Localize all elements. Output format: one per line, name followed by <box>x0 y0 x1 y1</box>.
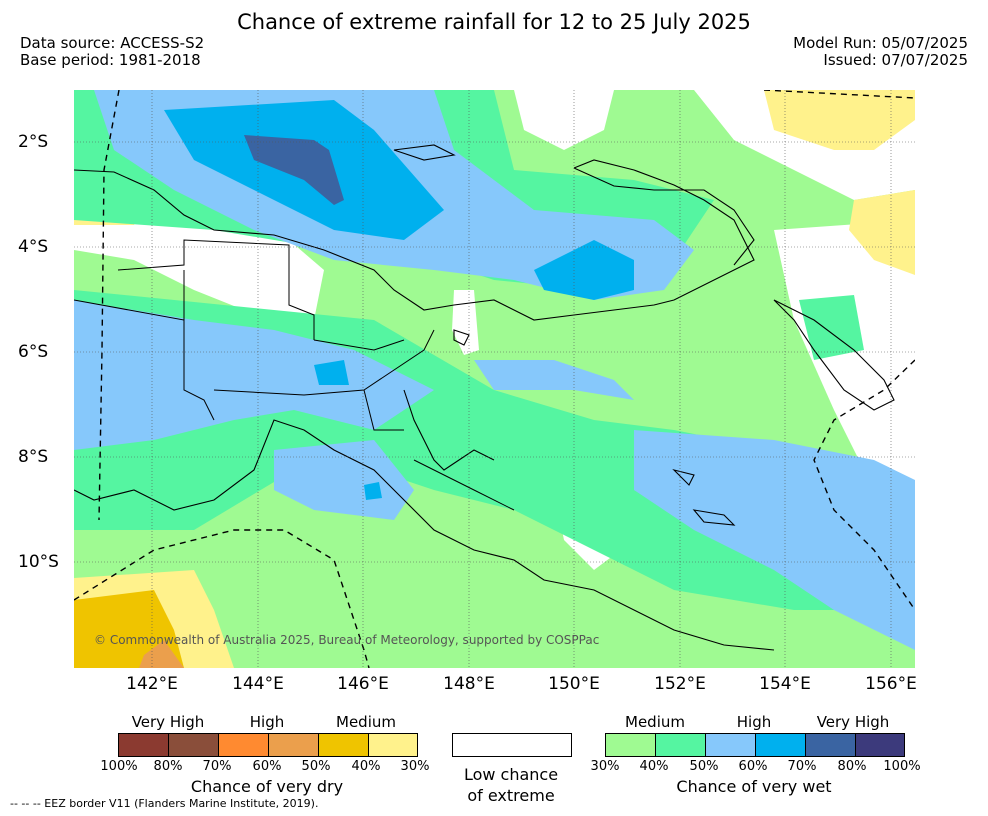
low-chance-area <box>452 290 479 355</box>
dry-30-40 <box>849 190 915 275</box>
wet-60-70 <box>314 360 349 385</box>
provincial-borders <box>74 239 515 511</box>
wet-colorbar <box>605 733 905 757</box>
wet-50-60 <box>274 440 414 520</box>
lon-tick: 148°E <box>443 674 495 694</box>
dry-swatch <box>269 734 319 756</box>
eez-border <box>74 90 915 668</box>
dry-pct: 40% <box>351 759 381 774</box>
lon-tick: 154°E <box>759 674 811 694</box>
wet-40-50 <box>799 295 864 360</box>
dry-level-medium: Medium <box>336 713 396 731</box>
wet-50-60 <box>634 430 915 650</box>
dry-50-60 <box>139 640 184 668</box>
dry-pct: 80% <box>153 759 183 774</box>
dry-colorbar <box>118 733 418 757</box>
wet-pct: 100% <box>883 759 921 774</box>
wet-swatch <box>706 734 756 756</box>
dry-level-very-high: Very High <box>131 713 205 731</box>
dry-caption: Chance of very dry <box>190 777 344 796</box>
wet-level-medium: Medium <box>625 713 685 731</box>
wet-swatch <box>856 734 904 756</box>
wet-swatch <box>606 734 656 756</box>
graticule <box>74 90 915 668</box>
wet-pct: 50% <box>689 759 719 774</box>
base-period: Base period: 1981-2018 <box>20 51 201 69</box>
lon-tick: 156°E <box>865 674 917 694</box>
data-info: Data source: ACCESS-S2 Base period: 1981… <box>20 35 204 69</box>
low-chance-caption-line1: Low chance <box>463 765 559 784</box>
dry-swatch <box>319 734 369 756</box>
rainfall-map <box>74 90 915 668</box>
lon-tick: 146°E <box>337 674 389 694</box>
dry-swatch <box>119 734 169 756</box>
wet-caption: Chance of very wet <box>676 777 832 796</box>
dry-pct: 70% <box>202 759 232 774</box>
dry-pct: 100% <box>100 759 138 774</box>
wet-swatch <box>806 734 856 756</box>
dry-30-40 <box>764 90 915 150</box>
lat-tick: 8°S <box>18 447 49 467</box>
eez-footnote: -- -- -- EEZ border V11 (Flanders Marine… <box>10 797 319 810</box>
coastline <box>74 144 895 651</box>
wet-pct: 80% <box>837 759 867 774</box>
wet-swatch <box>756 734 806 756</box>
model-run: Model Run: 05/07/2025 <box>793 34 968 52</box>
dry-swatch <box>369 734 417 756</box>
wet-level-very-high: Very High <box>816 713 890 731</box>
wet-70-80 <box>244 135 344 205</box>
low-chance-area <box>774 220 915 510</box>
wet-swatch <box>656 734 706 756</box>
wet-level-high: High <box>736 713 772 731</box>
wet-pct: 40% <box>639 759 669 774</box>
dry-pct: 60% <box>252 759 282 774</box>
copyright-notice: © Commonwealth of Australia 2025, Bureau… <box>94 633 600 647</box>
wet-60-70 <box>364 482 382 500</box>
dry-pct: 50% <box>301 759 331 774</box>
dry-level-high: High <box>249 713 285 731</box>
dry-swatch <box>169 734 219 756</box>
low-chance-caption-line2: of extreme <box>467 786 555 805</box>
dry-pct: 30% <box>400 759 430 774</box>
lat-tick: 2°S <box>18 132 49 152</box>
wet-pct: 30% <box>590 759 620 774</box>
wet-50-60 <box>474 360 634 400</box>
map-title: Chance of extreme rainfall for 12 to 25 … <box>237 10 751 34</box>
run-info: Model Run: 05/07/2025 Issued: 07/07/2025 <box>793 35 968 69</box>
lon-tick: 142°E <box>126 674 178 694</box>
lon-tick: 152°E <box>654 674 706 694</box>
wet-50-60 <box>74 300 434 450</box>
low-chance-caption: Low chance of extreme <box>440 764 582 806</box>
lon-tick: 144°E <box>232 674 284 694</box>
wet-60-70 <box>534 240 634 300</box>
low-chance-area <box>514 90 614 150</box>
lat-tick: 4°S <box>18 237 49 257</box>
wet-pct: 70% <box>787 759 817 774</box>
low-chance-swatch <box>452 733 572 757</box>
wet-pct: 60% <box>738 759 768 774</box>
data-source: Data source: ACCESS-S2 <box>20 34 205 52</box>
dry-swatch <box>219 734 269 756</box>
lat-tick: 6°S <box>18 342 49 362</box>
lat-tick: 10°S <box>18 552 59 572</box>
lon-tick: 150°E <box>548 674 600 694</box>
issued-date: Issued: 07/07/2025 <box>823 51 968 69</box>
